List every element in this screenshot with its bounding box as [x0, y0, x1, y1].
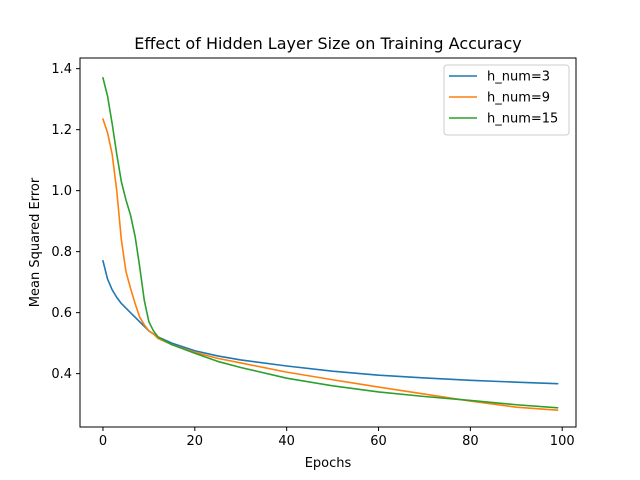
x-tick-label: 80 [462, 434, 479, 449]
y-axis: 0.4 0.6 0.8 1.0 1.2 1.4 [51, 62, 80, 382]
x-axis-label: Epochs [305, 456, 352, 471]
legend-label: h_num=3 [487, 70, 550, 85]
legend-label: h_num=15 [487, 112, 558, 127]
x-tick-label: 0 [99, 434, 107, 449]
y-tick-label: 0.4 [51, 367, 72, 382]
plot-area [102, 77, 559, 412]
chart-title: Effect of Hidden Layer Size on Training … [134, 34, 521, 53]
y-axis-label: Mean Squared Error [28, 177, 43, 307]
x-tick-label: 40 [278, 434, 295, 449]
y-tick-label: 1.0 [51, 184, 72, 199]
y-tick-label: 0.8 [51, 245, 72, 260]
legend-label: h_num=9 [487, 91, 550, 106]
plot-frame [79, 57, 577, 428]
y-tick-label: 1.4 [51, 62, 72, 77]
y-tick-label: 0.6 [51, 306, 72, 321]
legend: h_num=3 h_num=9 h_num=15 [443, 64, 570, 136]
y-tick-label: 1.2 [51, 123, 72, 138]
x-tick-label: 60 [370, 434, 387, 449]
series-line [102, 77, 559, 409]
x-tick-label: 20 [187, 434, 204, 449]
x-tick-label: 100 [550, 434, 575, 449]
series-line [102, 118, 559, 412]
x-axis: 0 20 40 60 80 100 [99, 427, 575, 449]
